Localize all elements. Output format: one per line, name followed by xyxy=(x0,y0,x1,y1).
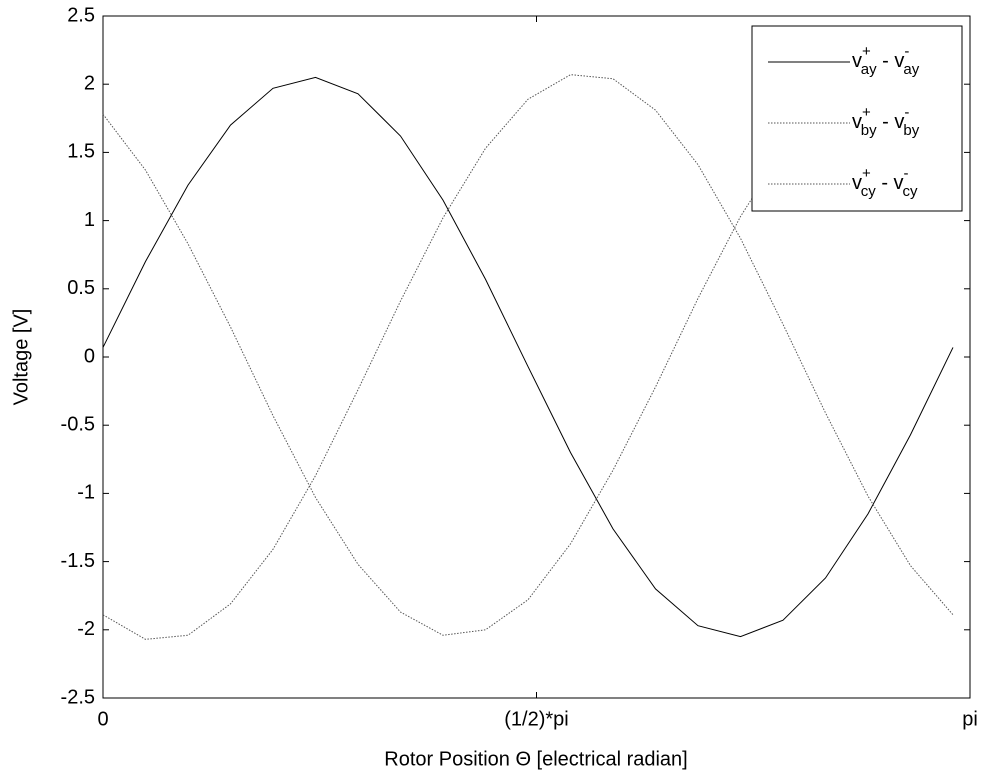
y-tick-label: -1 xyxy=(77,482,95,504)
y-tick-label: -0.5 xyxy=(61,413,95,435)
legend-label: v+ by - v-by xyxy=(852,104,920,139)
legend-box xyxy=(751,25,963,212)
x-tick-label: (1/2)*pi xyxy=(504,708,568,730)
y-tick-label: 0 xyxy=(84,345,95,367)
y-axis-label: Voltage [V] xyxy=(10,309,32,406)
y-tick-label: -2.5 xyxy=(61,686,95,708)
x-tick-label: pi xyxy=(962,708,978,730)
y-tick-label: 2 xyxy=(84,72,95,94)
y-tick-label: -1.5 xyxy=(61,550,95,572)
series-line xyxy=(102,76,954,638)
y-tick-label: 1.5 xyxy=(67,141,95,163)
legend-label: v+ ay - v-ay xyxy=(852,43,920,78)
legend: v+ ay - v-ay v+ by - v-by v+ cy - v-cy xyxy=(751,25,963,212)
y-tick-label: -2 xyxy=(77,618,95,640)
series-line xyxy=(102,74,954,640)
x-axis-label: Rotor Position Θ [electrical radian] xyxy=(384,748,687,770)
y-tick-label: 0.5 xyxy=(67,277,95,299)
x-tick-label: 0 xyxy=(97,708,108,730)
y-tick-label: 2.5 xyxy=(67,4,95,26)
y-tick-label: 1 xyxy=(84,209,95,231)
legend-label: v+ cy - v-cy xyxy=(852,165,918,200)
